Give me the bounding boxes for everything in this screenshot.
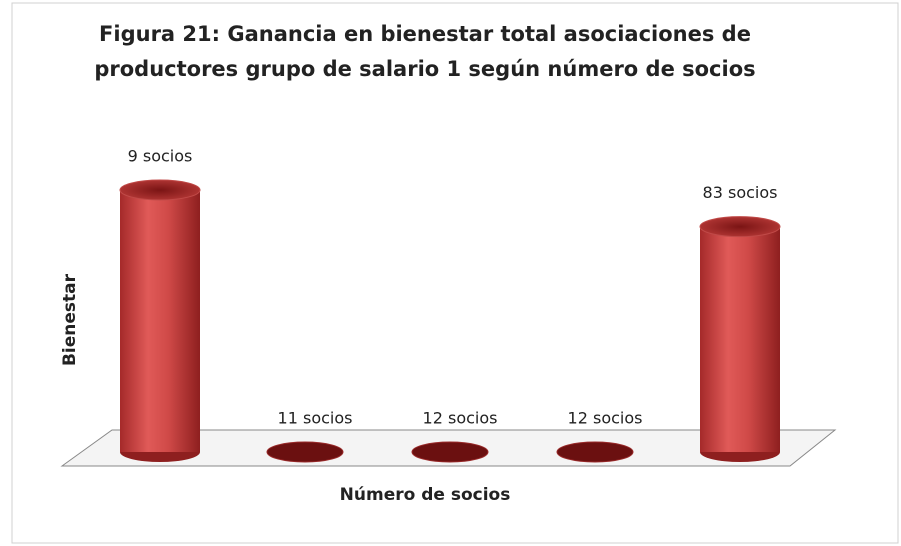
frame <box>11 2 899 544</box>
bar-top <box>556 441 634 463</box>
bar <box>266 441 344 463</box>
chart-title: Figura 21: Ganancia en bienestar total a… <box>99 22 751 46</box>
bar-body <box>700 226 780 452</box>
bar-top <box>266 441 344 463</box>
data-label: 83 socios <box>703 183 778 202</box>
bar-top <box>411 441 489 463</box>
bar <box>556 441 634 463</box>
data-label: 11 socios <box>278 409 353 428</box>
data-label: 12 socios <box>423 409 498 428</box>
data-label: 9 socios <box>128 147 193 166</box>
x-axis-label: Número de socios <box>340 485 511 505</box>
bar-body <box>120 190 200 452</box>
y-axis-label: Bienestar <box>60 273 80 366</box>
bar <box>411 441 489 463</box>
bar-top <box>699 216 781 238</box>
bar-top <box>119 179 201 201</box>
data-label: 12 socios <box>568 409 643 428</box>
bar <box>119 179 201 462</box>
chart-title: productores grupo de salario 1 según núm… <box>94 57 755 81</box>
bar <box>699 216 781 462</box>
